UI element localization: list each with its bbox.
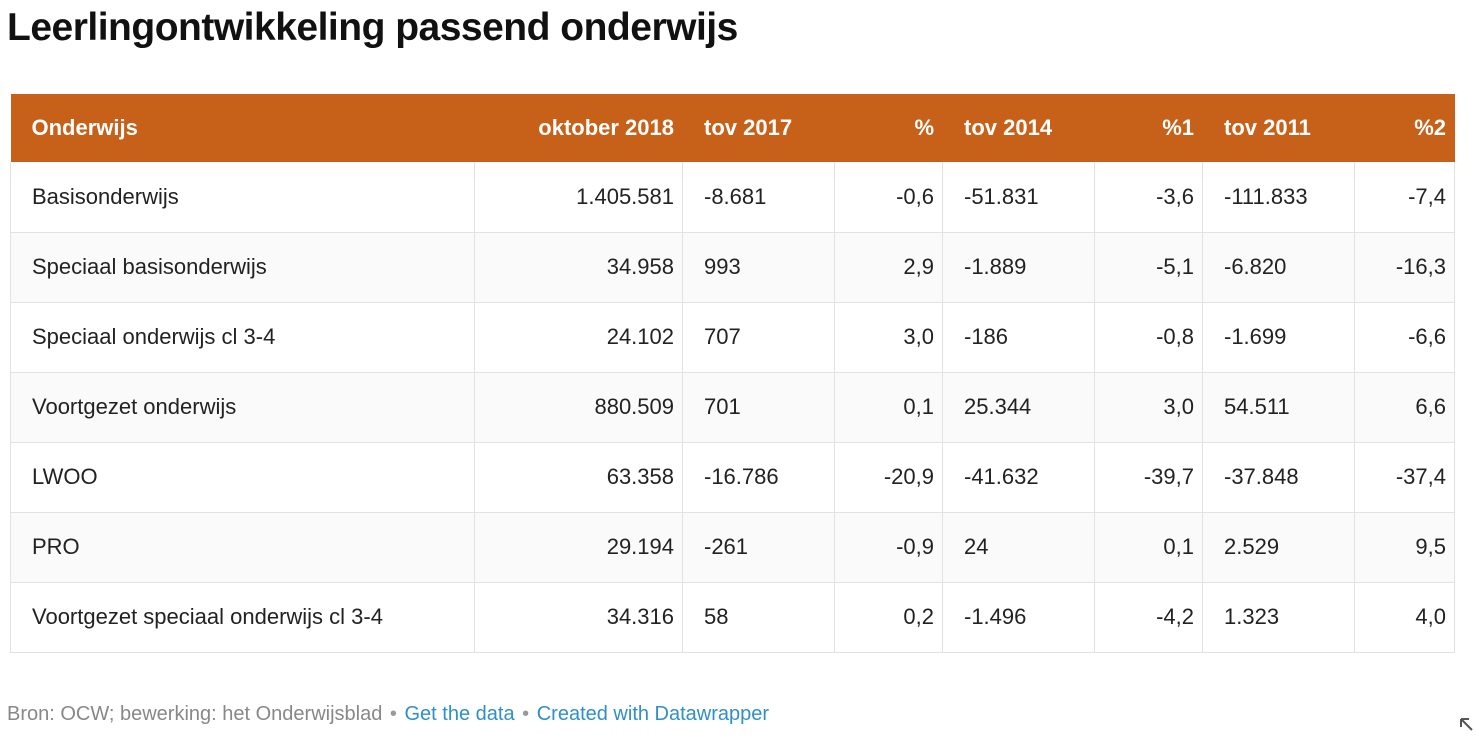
cell-pct2: 4,0 bbox=[1354, 582, 1455, 653]
cell-oktober-2018: 34.958 bbox=[474, 232, 683, 303]
cell-oktober-2018: 880.509 bbox=[474, 372, 683, 443]
cell-onderwijs: Speciaal onderwijs cl 3-4 bbox=[10, 302, 475, 373]
col-header-tov-2017[interactable]: tov 2017 bbox=[682, 94, 835, 162]
cell-oktober-2018: 24.102 bbox=[474, 302, 683, 373]
cell-tov-2017: -16.786 bbox=[682, 442, 835, 513]
footer-separator: • bbox=[522, 703, 530, 725]
cell-pct1: -5,1 bbox=[1094, 232, 1203, 303]
table-row: Voortgezet speciaal onderwijs cl 3-4 34.… bbox=[10, 582, 1455, 653]
cell-pct1: -3,6 bbox=[1094, 162, 1203, 233]
cell-tov-2017: 993 bbox=[682, 232, 835, 303]
cell-pct2: -6,6 bbox=[1354, 302, 1455, 373]
table-header-row: Onderwijs oktober 2018 tov 2017 % tov 20… bbox=[10, 94, 1455, 162]
cell-onderwijs: Basisonderwijs bbox=[10, 162, 475, 233]
cell-pct1: 3,0 bbox=[1094, 372, 1203, 443]
cell-oktober-2018: 34.316 bbox=[474, 582, 683, 653]
cell-tov-2011: -37.848 bbox=[1202, 442, 1355, 513]
col-header-pct[interactable]: % bbox=[834, 94, 943, 162]
cell-tov-2014: -1.889 bbox=[942, 232, 1095, 303]
datawrapper-link[interactable]: Created with Datawrapper bbox=[536, 703, 770, 725]
cell-pct2: 6,6 bbox=[1354, 372, 1455, 443]
cell-tov-2011: -1.699 bbox=[1202, 302, 1355, 373]
table-row: Speciaal onderwijs cl 3-4 24.102 707 3,0… bbox=[10, 302, 1455, 373]
cell-tov-2017: 58 bbox=[682, 582, 835, 653]
table-row: Basisonderwijs 1.405.581 -8.681 -0,6 -51… bbox=[10, 162, 1455, 233]
cell-onderwijs: LWOO bbox=[10, 442, 475, 513]
cell-pct: 3,0 bbox=[834, 302, 943, 373]
data-table: Onderwijs oktober 2018 tov 2017 % tov 20… bbox=[10, 94, 1455, 653]
cell-tov-2017: 707 bbox=[682, 302, 835, 373]
cell-tov-2017: -8.681 bbox=[682, 162, 835, 233]
chart-footer: Bron: OCW; bewerking: het Onderwijsblad … bbox=[7, 703, 769, 726]
cell-pct: -0,6 bbox=[834, 162, 943, 233]
cell-pct2: -16,3 bbox=[1354, 232, 1455, 303]
col-header-pct1[interactable]: %1 bbox=[1094, 94, 1203, 162]
col-header-oktober-2018[interactable]: oktober 2018 bbox=[474, 94, 683, 162]
table-row: PRO 29.194 -261 -0,9 24 0,1 2.529 9,5 bbox=[10, 512, 1455, 583]
cell-oktober-2018: 29.194 bbox=[474, 512, 683, 583]
cell-onderwijs: Voortgezet onderwijs bbox=[10, 372, 475, 443]
cell-pct2: 9,5 bbox=[1354, 512, 1455, 583]
source-note: Bron: OCW; bewerking: het Onderwijsblad bbox=[7, 703, 383, 725]
cell-tov-2014: -1.496 bbox=[942, 582, 1095, 653]
table-row: Speciaal basisonderwijs 34.958 993 2,9 -… bbox=[10, 232, 1455, 303]
cell-tov-2017: 701 bbox=[682, 372, 835, 443]
cell-pct: 0,1 bbox=[834, 372, 943, 443]
col-header-pct2[interactable]: %2 bbox=[1354, 94, 1455, 162]
cell-oktober-2018: 63.358 bbox=[474, 442, 683, 513]
cell-pct2: -7,4 bbox=[1354, 162, 1455, 233]
table-row: LWOO 63.358 -16.786 -20,9 -41.632 -39,7 … bbox=[10, 442, 1455, 513]
cell-pct: -0,9 bbox=[834, 512, 943, 583]
cell-onderwijs: PRO bbox=[10, 512, 475, 583]
get-the-data-link[interactable]: Get the data bbox=[404, 703, 515, 725]
cell-tov-2011: -6.820 bbox=[1202, 232, 1355, 303]
col-header-tov-2011[interactable]: tov 2011 bbox=[1202, 94, 1355, 162]
cell-onderwijs: Voortgezet speciaal onderwijs cl 3-4 bbox=[10, 582, 475, 653]
footer-separator: • bbox=[389, 703, 397, 725]
cell-tov-2014: 25.344 bbox=[942, 372, 1095, 443]
cell-tov-2011: 54.511 bbox=[1202, 372, 1355, 443]
table-row: Voortgezet onderwijs 880.509 701 0,1 25.… bbox=[10, 372, 1455, 443]
cell-tov-2014: -186 bbox=[942, 302, 1095, 373]
cell-oktober-2018: 1.405.581 bbox=[474, 162, 683, 233]
cell-pct1: -4,2 bbox=[1094, 582, 1203, 653]
cell-tov-2014: -51.831 bbox=[942, 162, 1095, 233]
col-header-onderwijs[interactable]: Onderwijs bbox=[10, 94, 475, 162]
chart-title: Leerlingontwikkeling passend onderwijs bbox=[7, 6, 738, 49]
cell-pct2: -37,4 bbox=[1354, 442, 1455, 513]
cell-tov-2011: -111.833 bbox=[1202, 162, 1355, 233]
cell-tov-2011: 2.529 bbox=[1202, 512, 1355, 583]
cell-onderwijs: Speciaal basisonderwijs bbox=[10, 232, 475, 303]
resize-icon[interactable] bbox=[1460, 718, 1474, 732]
cell-tov-2014: 24 bbox=[942, 512, 1095, 583]
cell-pct: 2,9 bbox=[834, 232, 943, 303]
cell-tov-2014: -41.632 bbox=[942, 442, 1095, 513]
cell-pct1: 0,1 bbox=[1094, 512, 1203, 583]
cell-tov-2017: -261 bbox=[682, 512, 835, 583]
cell-pct: 0,2 bbox=[834, 582, 943, 653]
col-header-tov-2014[interactable]: tov 2014 bbox=[942, 94, 1095, 162]
cell-pct1: -0,8 bbox=[1094, 302, 1203, 373]
cell-tov-2011: 1.323 bbox=[1202, 582, 1355, 653]
cell-pct1: -39,7 bbox=[1094, 442, 1203, 513]
cell-pct: -20,9 bbox=[834, 442, 943, 513]
